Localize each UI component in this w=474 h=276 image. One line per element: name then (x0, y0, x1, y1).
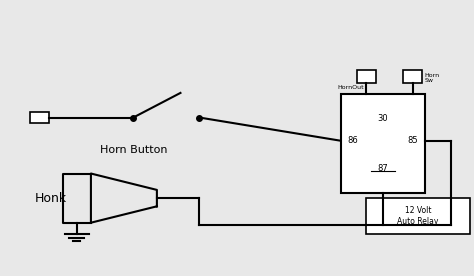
Bar (357, 70, 375, 83)
Text: 30: 30 (378, 114, 388, 123)
Text: 12 Volt
Auto Relay: 12 Volt Auto Relay (397, 206, 438, 225)
Text: Horn Button: Horn Button (100, 145, 167, 155)
Text: Horn
Sw: Horn Sw (425, 73, 440, 83)
Bar (30, 112, 48, 123)
Text: HornOut: HornOut (337, 85, 364, 90)
Bar (403, 70, 422, 83)
Text: 85: 85 (408, 136, 419, 145)
Bar (341, 94, 426, 193)
Text: 87: 87 (378, 164, 389, 172)
Bar (366, 198, 470, 233)
Text: 86: 86 (348, 136, 358, 145)
Text: Honk: Honk (35, 192, 66, 205)
